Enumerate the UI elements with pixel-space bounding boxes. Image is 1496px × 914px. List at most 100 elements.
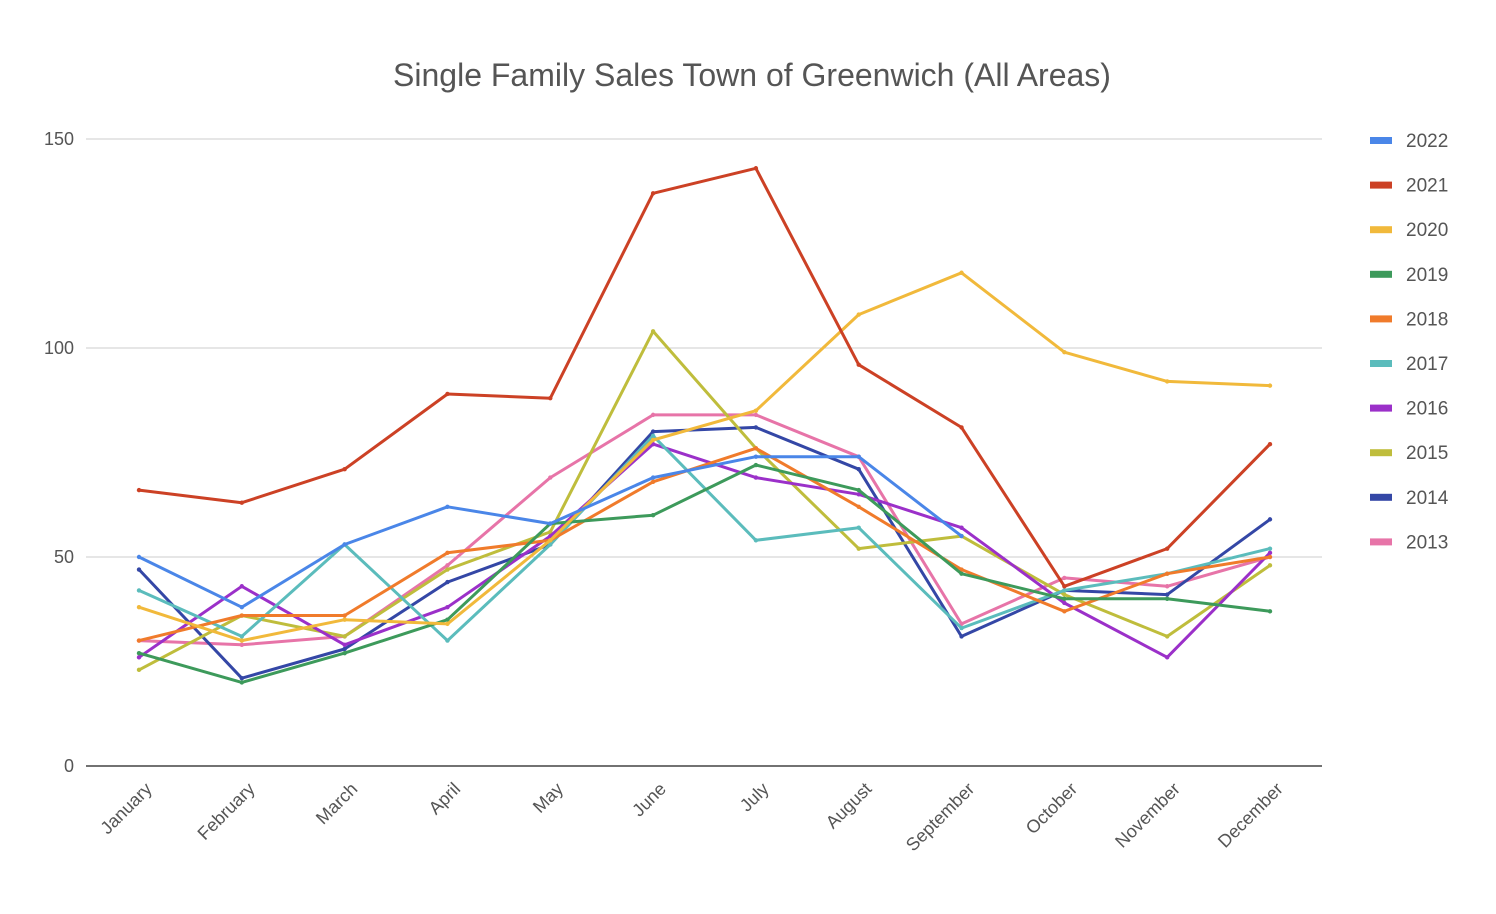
point-2020-june bbox=[650, 437, 656, 443]
legend-swatch bbox=[1370, 315, 1392, 323]
legend-label: 2014 bbox=[1406, 488, 1449, 509]
point-2019-october bbox=[1062, 596, 1067, 601]
point-2018-march bbox=[342, 613, 347, 618]
point-2022-april bbox=[445, 504, 450, 510]
point-2015-may bbox=[548, 529, 553, 535]
x-tick-label: September bbox=[902, 779, 978, 855]
point-2014-february bbox=[239, 676, 245, 681]
legend-item-2021: 2021 bbox=[1370, 176, 1448, 197]
legend-item-2022: 2022 bbox=[1370, 131, 1448, 152]
point-2022-july bbox=[753, 454, 759, 459]
point-2019-november bbox=[1164, 596, 1170, 601]
x-tick-label: August bbox=[822, 779, 876, 833]
point-2016-september bbox=[959, 525, 964, 530]
point-2013-february bbox=[239, 642, 245, 647]
point-2017-july bbox=[753, 538, 759, 543]
legend-swatch bbox=[1370, 270, 1392, 278]
gridlines bbox=[86, 138, 1322, 767]
point-2018-november bbox=[1164, 571, 1170, 576]
legend-swatch bbox=[1370, 137, 1392, 144]
point-2021-august bbox=[856, 362, 861, 367]
point-2016-august bbox=[856, 492, 861, 497]
x-tick-label: April bbox=[425, 779, 465, 819]
legend-swatch bbox=[1370, 493, 1392, 501]
point-2021-september bbox=[959, 425, 964, 430]
x-tick-label: October bbox=[1022, 779, 1081, 838]
point-2014-january bbox=[136, 567, 142, 572]
point-2015-march bbox=[342, 634, 347, 639]
line-2021 bbox=[137, 166, 1272, 588]
point-2018-july bbox=[753, 446, 759, 451]
x-tick-label: December bbox=[1214, 779, 1287, 852]
series-2015 bbox=[136, 329, 1273, 673]
point-2019-december bbox=[1267, 609, 1273, 614]
point-2018-december bbox=[1267, 554, 1273, 560]
point-2020-august bbox=[856, 312, 861, 317]
line-2018 bbox=[137, 446, 1272, 643]
point-2020-february bbox=[239, 638, 245, 643]
legend-swatch bbox=[1370, 226, 1392, 234]
point-2019-january bbox=[136, 650, 142, 656]
point-2015-june bbox=[650, 329, 656, 334]
legend-item-2018: 2018 bbox=[1370, 309, 1448, 330]
point-2016-july bbox=[753, 475, 759, 480]
point-2022-march bbox=[342, 542, 347, 547]
series-2017 bbox=[136, 433, 1273, 643]
point-2014-march bbox=[342, 646, 347, 652]
point-2020-november bbox=[1164, 379, 1170, 384]
point-2018-september bbox=[959, 567, 964, 572]
point-2013-november bbox=[1164, 584, 1170, 589]
point-2015-april bbox=[445, 567, 450, 572]
point-2021-april bbox=[445, 391, 450, 397]
point-2018-april bbox=[445, 550, 450, 556]
point-2016-january bbox=[136, 655, 142, 660]
point-2021-may bbox=[548, 395, 553, 401]
x-tick-label: February bbox=[194, 779, 259, 844]
y-tick-label: 0 bbox=[64, 756, 74, 776]
line-2020 bbox=[137, 271, 1272, 643]
point-2019-august bbox=[856, 487, 861, 493]
point-2017-february bbox=[239, 634, 245, 639]
point-2021-october bbox=[1062, 584, 1067, 589]
point-2017-april bbox=[445, 638, 450, 643]
point-2016-february bbox=[239, 584, 245, 589]
point-2020-december bbox=[1267, 383, 1273, 388]
point-2014-july bbox=[753, 425, 759, 430]
point-2014-april bbox=[445, 579, 450, 585]
point-2015-october bbox=[1062, 592, 1067, 597]
point-2020-july bbox=[753, 408, 759, 413]
line-2016 bbox=[137, 442, 1272, 659]
legend-swatch bbox=[1370, 181, 1392, 189]
point-2019-april bbox=[445, 617, 450, 622]
point-2017-january bbox=[136, 588, 142, 593]
legend: 2022 2021 2020 2019 2018 2017 2016 2015 2014 2013 bbox=[1370, 131, 1449, 553]
legend-item-2019: 2019 bbox=[1370, 265, 1448, 286]
point-2013-june bbox=[650, 412, 656, 418]
point-2022-september bbox=[959, 533, 964, 539]
point-2017-september bbox=[959, 625, 964, 631]
legend-swatch bbox=[1370, 404, 1392, 412]
point-2019-june bbox=[650, 513, 656, 518]
point-2022-february bbox=[239, 604, 245, 610]
legend-item-2016: 2016 bbox=[1370, 399, 1448, 420]
y-tick-label: 150 bbox=[44, 129, 74, 149]
point-2020-march bbox=[342, 617, 347, 622]
point-2022-january bbox=[136, 554, 142, 560]
legend-swatch bbox=[1370, 360, 1392, 367]
point-2014-november bbox=[1164, 592, 1170, 597]
legend-label: 2019 bbox=[1406, 265, 1448, 286]
x-axis-ticks: January February March April May June July Augu… bbox=[96, 779, 1286, 855]
point-2017-may bbox=[548, 542, 553, 547]
point-2016-december bbox=[1267, 550, 1273, 556]
series-2022 bbox=[136, 454, 964, 610]
point-2013-october bbox=[1062, 575, 1067, 581]
x-tick-label: June bbox=[628, 779, 670, 821]
legend-item-2017: 2017 bbox=[1370, 354, 1448, 375]
legend-label: 2022 bbox=[1406, 131, 1448, 152]
series-2013 bbox=[136, 412, 1273, 647]
point-2018-august bbox=[856, 504, 861, 510]
point-2022-june bbox=[650, 475, 656, 480]
line-2015 bbox=[137, 329, 1272, 672]
point-2021-june bbox=[650, 191, 656, 196]
